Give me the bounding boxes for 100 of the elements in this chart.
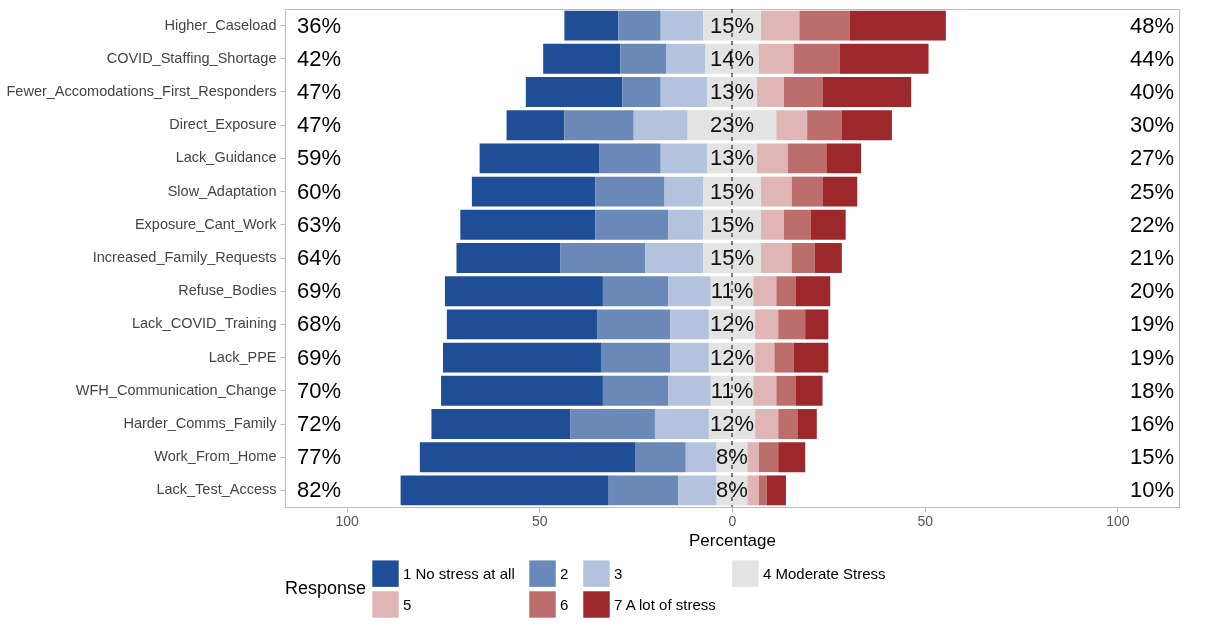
annotation: 69% [296, 278, 342, 304]
bar [525, 77, 623, 107]
bar [774, 342, 794, 373]
y-tick-label: Lack_Test_Access [156, 481, 277, 498]
annotation: 68% [296, 311, 342, 337]
bar [442, 342, 601, 373]
y-tick-label: Higher_Caseload [164, 16, 277, 33]
bar [441, 375, 603, 406]
bar [807, 110, 842, 141]
annotation: 22% [1129, 211, 1175, 237]
legend-label: 5 [403, 595, 412, 613]
annotation: 47% [296, 112, 342, 138]
y-tick-label: Lack_COVID_Training [131, 315, 277, 332]
data-label: 8% [716, 444, 748, 470]
bar [654, 409, 709, 439]
bar [543, 43, 621, 74]
bar [799, 10, 850, 41]
data-label: 11% [710, 377, 754, 403]
bar [753, 276, 777, 307]
annotation: 30% [1129, 112, 1175, 138]
bar [758, 475, 767, 506]
x-tick-label: 50 [917, 512, 934, 529]
bar [760, 209, 785, 240]
annotation: 64% [296, 245, 342, 270]
annotation: 21% [1129, 245, 1175, 270]
annotation: 10% [1129, 477, 1175, 503]
bar [460, 209, 596, 240]
data-label: 13% [709, 79, 755, 104]
bar [602, 276, 669, 307]
bar [670, 309, 709, 340]
bar [479, 143, 600, 174]
bar [599, 143, 661, 174]
bar [747, 475, 759, 506]
bar [791, 243, 815, 273]
bar [776, 375, 796, 406]
bar [400, 475, 609, 506]
legend-title: Response [285, 578, 367, 598]
x-tick-label: 50 [532, 512, 548, 529]
legend-label: 7 A lot of stress [614, 595, 716, 613]
bar [787, 143, 827, 174]
bar [560, 243, 646, 273]
annotation: 63% [296, 211, 342, 237]
bar [600, 342, 671, 373]
annotation: 15% [1129, 444, 1175, 470]
data-label: 13% [709, 145, 755, 171]
bar [446, 309, 598, 340]
x-tick-label: 0 [728, 512, 737, 529]
bar [608, 475, 679, 506]
bar [618, 10, 661, 41]
bar [564, 10, 619, 41]
bar [778, 442, 806, 473]
bar [622, 77, 661, 107]
bar [666, 43, 706, 74]
y-tick-label: Refuse_Bodies [178, 282, 277, 299]
bar [805, 309, 829, 340]
bar [635, 442, 686, 473]
bar [766, 475, 786, 506]
annotation: 69% [296, 344, 342, 370]
bar [678, 475, 717, 506]
bar [826, 143, 862, 174]
bar [664, 176, 704, 207]
data-label: 15% [709, 178, 755, 204]
data-label: 15% [709, 211, 755, 237]
bar [570, 409, 655, 439]
bar [471, 176, 596, 207]
annotation: 19% [1129, 311, 1175, 337]
y-tick-label: Lack_PPE [208, 348, 277, 365]
bar [645, 243, 704, 273]
annotation: 72% [296, 411, 342, 436]
bar [660, 143, 707, 174]
bar [506, 110, 565, 141]
bar [633, 110, 688, 141]
y-tick-label: Increased_Family_Requests [92, 249, 277, 265]
bar [760, 243, 792, 273]
bar [778, 309, 806, 340]
y-tick-label: Fewer_Accomodations_First_Responders [6, 83, 277, 99]
bar [755, 309, 779, 340]
bar [822, 77, 912, 107]
bar [660, 77, 707, 107]
bar [758, 43, 794, 74]
bar [602, 375, 669, 406]
annotation: 42% [296, 45, 342, 71]
bar [685, 442, 717, 473]
bar [776, 110, 808, 141]
bar [776, 276, 796, 307]
annotation: 59% [296, 145, 342, 171]
bar [755, 409, 779, 439]
bar [841, 110, 892, 141]
annotation: 18% [1129, 377, 1175, 403]
annotation: 36% [296, 12, 342, 38]
bar [595, 209, 669, 240]
bar [784, 77, 823, 107]
bar [814, 243, 842, 273]
annotation: 44% [1129, 45, 1175, 71]
annotation: 20% [1129, 278, 1175, 304]
data-label: 12% [709, 411, 755, 436]
data-label: 8% [716, 477, 748, 503]
bar [795, 375, 823, 406]
legend-label: 4 Moderate Stress [763, 564, 886, 582]
annotation: 60% [296, 178, 342, 204]
